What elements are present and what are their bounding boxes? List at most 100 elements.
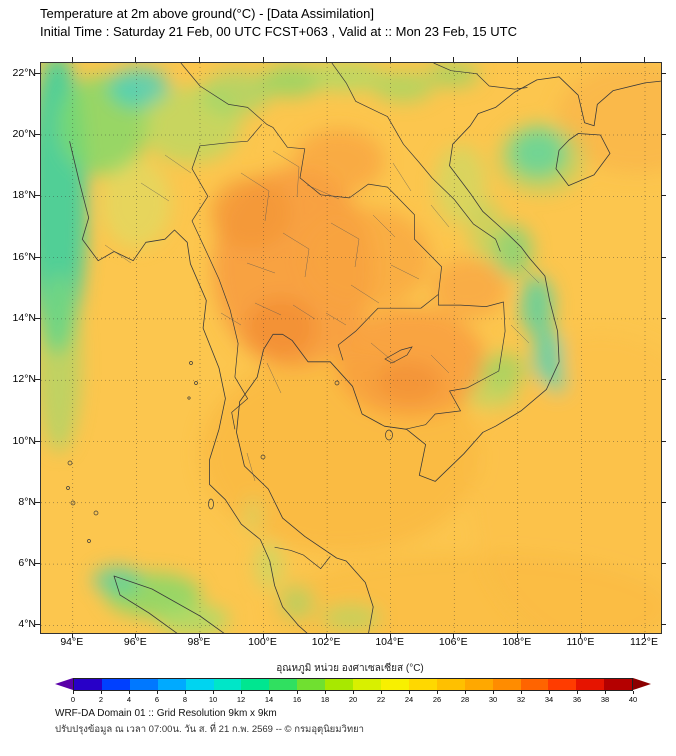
- colorbar-segment: [241, 679, 270, 690]
- colorbar-tick-mark: [325, 691, 326, 694]
- colorbar-tick-mark: [269, 691, 270, 694]
- temperature-map: [27, 53, 676, 663]
- lat-tick-mark: [35, 501, 40, 503]
- colorbar-tick-mark: [437, 691, 438, 694]
- colorbar-segment: [325, 679, 354, 690]
- colorbar-tick-mark: [73, 691, 74, 694]
- lat-tick-mark: [661, 563, 666, 565]
- lon-tick-mark: [389, 633, 391, 638]
- colorbar-segment: [297, 679, 326, 690]
- colorbar-tick-mark: [213, 691, 214, 694]
- lat-tick-mark: [35, 379, 40, 381]
- lon-tick-label: 100°E: [248, 636, 277, 648]
- colorbar-tick-mark: [129, 691, 130, 694]
- colorbar-tick-value: 14: [264, 695, 274, 704]
- colorbar-tick-mark: [521, 691, 522, 694]
- colorbar-tick-value: 38: [600, 695, 610, 704]
- colorbar-segment: [353, 679, 381, 690]
- lon-tick-label: 98°E: [187, 636, 211, 648]
- province-boundaries: [104, 150, 540, 482]
- colorbar-segment: [492, 679, 521, 690]
- colorbar-tick-value: 22: [376, 695, 386, 704]
- colorbar-tick-value: 34: [544, 695, 554, 704]
- lat-tick-mark: [35, 624, 40, 626]
- colorbar-label: อุณหภูมิ หน่วย องศาเซลเซียส (°C): [276, 663, 424, 674]
- lat-tick-label: 12°N: [12, 373, 36, 386]
- lon-tick-mark: [516, 57, 518, 62]
- lat-tick-mark: [661, 256, 666, 258]
- colorbar-tick-mark: [605, 691, 606, 694]
- colorbar-segment: [213, 679, 242, 690]
- lat-tick-label: 8°N: [18, 495, 36, 508]
- colorbar-segment: [129, 679, 158, 690]
- lon-tick-label: 106°E: [438, 636, 468, 648]
- lat-tick-label: 14°N: [12, 311, 36, 324]
- colorbar-tick-value: 0: [70, 695, 76, 704]
- islands-and-lakes: [66, 346, 413, 543]
- colorbar-segment: [576, 679, 605, 690]
- lat-tick-mark: [661, 624, 666, 626]
- lon-tick-mark: [71, 633, 73, 638]
- lon-tick-mark: [262, 633, 264, 638]
- colorbar-tick-mark: [577, 691, 578, 694]
- lon-tick-mark: [580, 57, 582, 62]
- lon-tick-mark: [262, 57, 264, 62]
- lon-tick-mark: [453, 57, 455, 62]
- lon-tick-mark: [326, 633, 328, 638]
- colorbar-segment: [520, 679, 549, 690]
- lat-tick-mark: [661, 501, 666, 503]
- lat-tick-label: 4°N: [18, 618, 36, 631]
- colorbar-tick-value: 30: [488, 695, 498, 704]
- colorbar-left-arrow: [55, 678, 73, 690]
- colorbar: [73, 678, 633, 691]
- colorbar-right-arrow: [633, 678, 651, 690]
- lon-tick-label: 102°E: [311, 636, 341, 648]
- lon-tick-mark: [644, 57, 646, 62]
- lon-tick-label: 112°E: [630, 636, 658, 648]
- lat-tick-label: 20°N: [12, 128, 36, 140]
- lat-tick-mark: [661, 440, 666, 442]
- lon-tick-label: 96°E: [123, 636, 147, 648]
- lon-tick-label: 110°E: [566, 636, 595, 648]
- graticule-grid: [41, 63, 661, 633]
- lat-tick-label: 22°N: [12, 66, 36, 79]
- lat-tick-mark: [35, 563, 40, 565]
- colorbar-tick-mark: [493, 691, 494, 694]
- lon-tick-mark: [644, 633, 646, 638]
- lat-tick-mark: [35, 256, 40, 258]
- lon-tick-mark: [135, 57, 137, 62]
- colorbar-segment: [101, 679, 130, 690]
- colorbar-tick-mark: [101, 691, 102, 694]
- colorbar-segment: [408, 679, 437, 690]
- lat-tick-mark: [661, 72, 666, 74]
- lat-tick-mark: [35, 72, 40, 74]
- lat-tick-mark: [35, 195, 40, 197]
- lat-tick-label: 6°N: [18, 557, 36, 570]
- lon-tick-mark: [198, 57, 200, 62]
- lon-tick-label: 108°E: [502, 636, 532, 648]
- lat-tick-mark: [661, 317, 666, 319]
- colorbar-tick-mark: [157, 691, 158, 694]
- colorbar-tick-mark: [241, 691, 242, 694]
- colorbar-tick-value: 18: [320, 695, 330, 704]
- colorbar-tick-mark: [549, 691, 550, 694]
- colorbar-tick-value: 24: [404, 695, 414, 704]
- colorbar-tick-mark: [633, 691, 634, 694]
- lat-tick-mark: [661, 379, 666, 381]
- colorbar-tick-mark: [409, 691, 410, 694]
- map-frame: [27, 53, 676, 663]
- colorbar-tick-value: 16: [292, 695, 302, 704]
- colorbar-tick-mark: [381, 691, 382, 694]
- lat-tick-mark: [35, 134, 40, 135]
- lat-tick-label: 10°N: [12, 434, 36, 447]
- colorbar-tick-value: 12: [236, 695, 246, 704]
- colorbar-segment: [380, 679, 409, 690]
- colorbar-tick-value: 20: [348, 695, 358, 704]
- colorbar-segment: [436, 679, 465, 690]
- lon-tick-mark: [326, 57, 328, 62]
- colorbar-tick-value: 36: [572, 695, 582, 704]
- colorbar-tick-mark: [185, 691, 186, 694]
- colorbar-tick-value: 10: [208, 695, 218, 704]
- lon-tick-label: 94°E: [60, 636, 84, 648]
